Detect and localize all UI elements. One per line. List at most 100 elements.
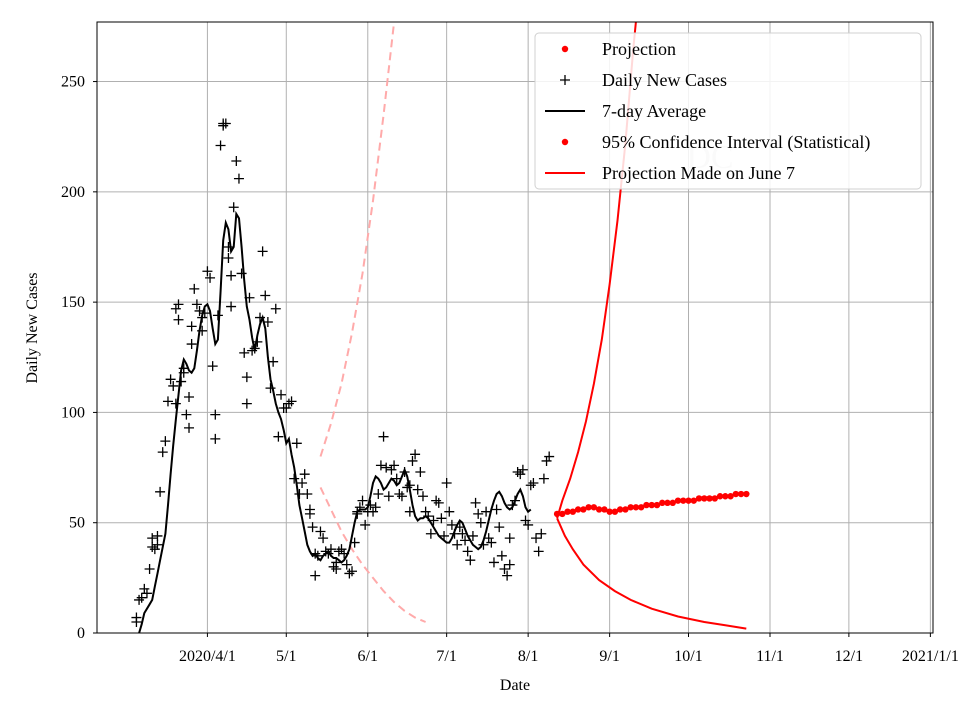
projection-point [653, 501, 661, 509]
daily-case-point [320, 546, 331, 557]
june7-projection-upper [319, 22, 396, 457]
projection-point [695, 495, 703, 502]
daily-case-point [268, 356, 279, 367]
projection-point [716, 493, 724, 500]
daily-case-point [486, 537, 497, 548]
projection-point [685, 497, 692, 504]
daily-case-point [176, 376, 187, 387]
confidence-lower-line [556, 517, 747, 630]
june7-projection-lower [319, 486, 426, 623]
daily-case-point [262, 316, 273, 327]
daily-case-point [210, 433, 221, 444]
daily-case-point [544, 451, 555, 462]
daily-case-point [339, 548, 350, 559]
daily-case-point [499, 564, 510, 575]
daily-case-point [299, 469, 310, 480]
legend-dot-marker [561, 45, 569, 53]
projection-point [559, 510, 566, 518]
daily-case-point [254, 312, 265, 323]
daily-case-point [378, 431, 389, 442]
daily-case-point [160, 436, 171, 447]
y-tick-label: 0 [77, 625, 85, 642]
daily-case-point [462, 546, 473, 557]
projection-point [564, 508, 571, 515]
x-tick-label: 2021/1/1 [902, 648, 959, 665]
daily-case-point [460, 535, 471, 546]
daily-case-point [207, 361, 218, 372]
projection-point [622, 506, 629, 513]
daily-case-point [365, 500, 376, 511]
projection-point [616, 506, 624, 513]
x-tick-label: 6/1 [358, 648, 378, 665]
daily-case-point [181, 409, 192, 420]
daily-case-point [226, 301, 237, 312]
daily-case-point [528, 478, 539, 489]
daily-case-point [467, 530, 478, 541]
daily-case-point [533, 546, 544, 557]
daily-case-point [184, 391, 195, 402]
daily-case-point [315, 526, 326, 537]
daily-case-point [289, 473, 300, 484]
projection-point [627, 504, 634, 511]
daily-case-point [291, 438, 302, 449]
daily-case-point [399, 466, 410, 477]
daily-case-point [517, 464, 528, 475]
daily-case-point [157, 447, 168, 458]
daily-case-point [439, 530, 450, 541]
legend: Projection Daily New Cases 7-day Average 95… [534, 32, 922, 190]
daily-case-point [178, 363, 189, 374]
daily-case-point [197, 312, 208, 323]
daily-case-point [215, 140, 226, 151]
daily-case-point [147, 541, 158, 552]
x-tick-label: 2020/4/1 [179, 648, 236, 665]
daily-case-point [152, 539, 163, 550]
daily-case-point [134, 594, 145, 605]
daily-case-point [236, 268, 247, 279]
daily-case-point [197, 325, 208, 336]
daily-case-point [523, 519, 534, 530]
daily-case-point [286, 396, 297, 407]
daily-case-point [415, 466, 426, 477]
daily-case-point [483, 533, 494, 544]
axes-frame [96, 21, 934, 634]
daily-case-point [478, 539, 489, 550]
projection-point [574, 506, 582, 513]
daily-case-point [226, 270, 237, 281]
projection-point [553, 510, 561, 518]
daily-case-point [162, 396, 173, 407]
daily-case-point [228, 202, 239, 213]
daily-case-point [304, 508, 315, 519]
daily-case-point [491, 504, 502, 515]
daily-case-point [170, 303, 181, 314]
daily-case-point [233, 173, 244, 184]
daily-case-point [431, 495, 442, 506]
daily-case-point [502, 570, 513, 581]
daily-case-point [244, 292, 255, 303]
daily-case-point [470, 497, 481, 508]
y-axis-label: Daily New Cases [24, 272, 41, 383]
x-axis-label: Date [500, 677, 530, 694]
legend-box [534, 32, 922, 190]
daily-case-point [389, 460, 400, 471]
legend-label: Projection [602, 39, 676, 59]
projection-point [680, 497, 687, 504]
daily-case-point [186, 339, 197, 350]
daily-case-point [144, 564, 155, 575]
y-tick-label: 50 [69, 515, 85, 532]
daily-case-point [360, 519, 371, 530]
daily-case-point [297, 478, 308, 489]
daily-case-point [410, 449, 421, 460]
daily-case-point [273, 431, 284, 442]
y-tick-label: 100 [61, 404, 85, 421]
projection-point [711, 495, 718, 502]
legend-label: Projection Made on June 7 [602, 163, 795, 183]
daily-case-point [152, 530, 163, 541]
daily-case-point [494, 522, 505, 533]
daily-case-point [155, 486, 166, 497]
daily-case-point [260, 290, 271, 301]
daily-case-point [402, 482, 413, 493]
projection-point [732, 490, 740, 498]
daily-case-point [191, 299, 202, 310]
daily-case-point [515, 469, 526, 480]
